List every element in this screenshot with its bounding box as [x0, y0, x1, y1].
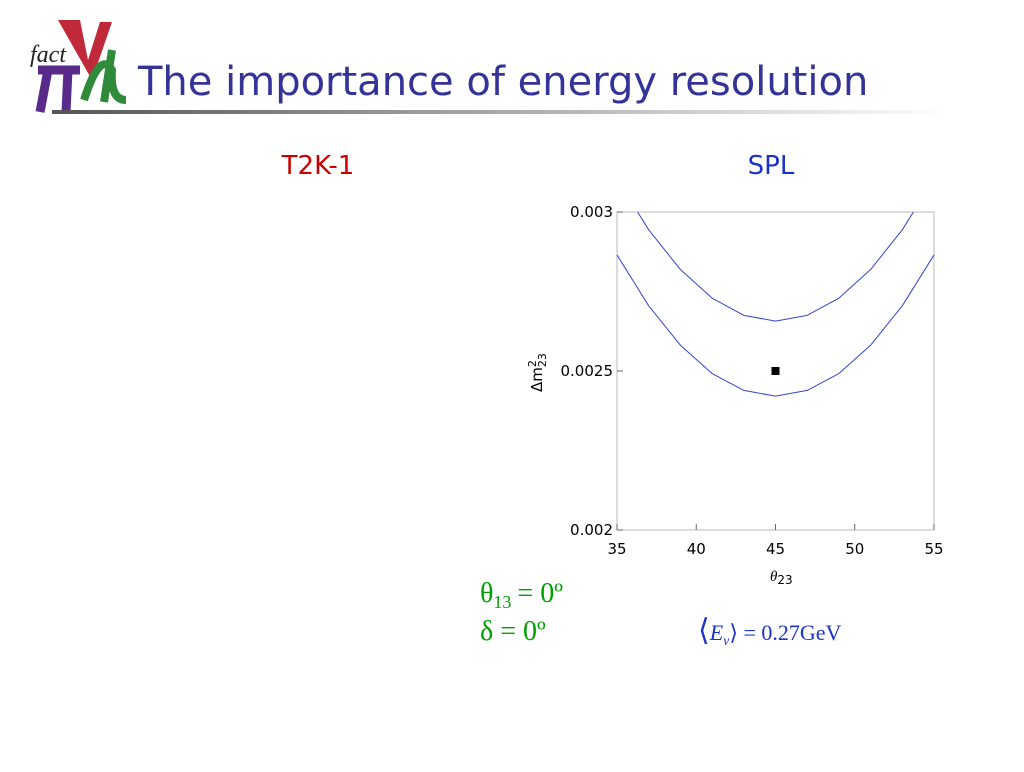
- symbol: E: [709, 620, 724, 645]
- panel-label: SPL: [748, 151, 795, 181]
- text: = 0º: [517, 578, 563, 609]
- logo-nu: [58, 20, 112, 80]
- label: θ: [770, 569, 778, 585]
- best-fit-point: [771, 367, 780, 375]
- x-tick-label: 35: [607, 540, 626, 558]
- bracket: ⟨: [698, 614, 710, 647]
- subscript: ν: [723, 634, 730, 649]
- params: θ13 = 0º δ = 0º: [480, 578, 563, 647]
- contour-line: [616, 254, 935, 397]
- delta-annotation: δ = 0º: [480, 616, 546, 647]
- y-tick-label: 0.0025: [561, 362, 614, 380]
- energy-annotation: ⟨Eν⟩ = 0.27GeV: [698, 614, 842, 649]
- subscript: 23: [777, 573, 792, 587]
- text: ⟩ = 0.27GeV: [729, 620, 841, 645]
- subscript: 13: [493, 592, 511, 612]
- slide-title: The importance of energy resolution: [137, 59, 868, 105]
- panel-label: T2K-1: [281, 151, 355, 181]
- logo-text: fact: [30, 42, 67, 68]
- logo-pi: [35, 65, 80, 113]
- superscript: 2: [526, 360, 539, 367]
- x-tick-label: 55: [924, 540, 943, 558]
- x-tick-label: 50: [845, 540, 864, 558]
- symbol: θ: [480, 578, 493, 609]
- x-tick-label: 45: [766, 540, 785, 558]
- x-tick-label: 40: [687, 540, 706, 558]
- label: Δm: [528, 367, 546, 392]
- y-tick-label: 0.003: [570, 203, 613, 221]
- x-axis-label: θ23: [770, 569, 793, 587]
- logo-mu: [80, 49, 127, 104]
- title-rule: [52, 110, 952, 114]
- subscript: 23: [536, 353, 549, 367]
- logo: fact: [30, 20, 127, 113]
- y-axis-label: Δm223: [526, 353, 549, 392]
- theta-annotation: θ13 = 0º: [480, 578, 563, 612]
- y-tick-label: 0.002: [570, 521, 613, 539]
- contour-line: [637, 211, 914, 322]
